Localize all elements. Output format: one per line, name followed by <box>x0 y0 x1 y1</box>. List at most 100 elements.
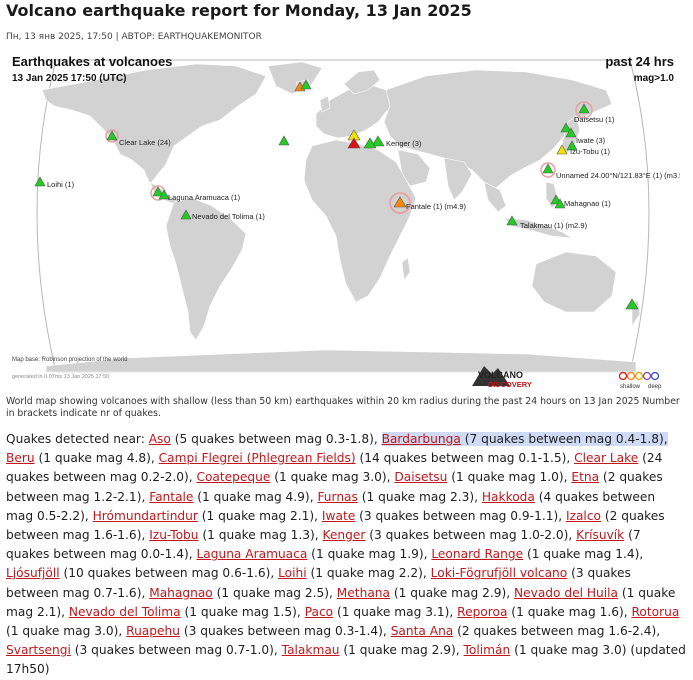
volcano-map[interactable]: Earthquakes at volcanoes 13 Jan 2025 17:… <box>6 50 680 392</box>
land-south-america <box>165 197 247 341</box>
label-loihi: Loihi (1) <box>47 180 75 189</box>
quake-detail: (1 quake mag 1.6), <box>507 604 628 619</box>
volcano-link[interactable]: Etna <box>571 470 600 485</box>
volcano-link[interactable]: Fantale <box>149 489 194 504</box>
quake-item: Iwate (3 quakes between mag 0.9-1.1), <box>322 509 562 523</box>
volcano-link[interactable]: Iwate <box>321 508 356 523</box>
volcano-link[interactable]: Paco <box>304 604 334 619</box>
quake-item: Hrómundartindur (1 quake mag 2.1), <box>93 509 318 523</box>
quake-detail: (4 quakes between mag 0.5-2.2), <box>6 489 656 523</box>
volcano-link[interactable]: Tolimán <box>463 643 511 658</box>
quake-item: Rotorua (1 quake mag 3.0), <box>6 605 679 638</box>
quake-item: Krísuvík (7 quakes between mag 0.0-1.4), <box>6 528 641 561</box>
quake-item: Coatepeque (1 quake mag 3.0), <box>196 470 390 484</box>
logo-mountain-icon <box>472 366 510 386</box>
quake-detail: (3 quakes between mag 1.0-2.0), <box>365 528 573 543</box>
label-iwate: Iwate (3) <box>576 136 606 145</box>
map-svg: Earthquakes at volcanoes 13 Jan 2025 17:… <box>12 54 680 390</box>
volcano-link[interactable]: Nevado del Huila <box>514 585 619 600</box>
loihi-marker[interactable] <box>34 176 46 187</box>
iwate-marker[interactable] <box>565 127 577 138</box>
philippines-marker-2[interactable] <box>554 198 566 209</box>
volcano-link[interactable]: Reporoa <box>457 604 508 619</box>
quake-detail: (1 quake mag 2.1), <box>197 508 319 523</box>
volcano-link[interactable]: Laguna Aramuaca <box>196 547 308 562</box>
kenger-marker[interactable] <box>371 135 385 147</box>
volcano-link[interactable]: Hrómundartindur <box>92 508 198 523</box>
nz-marker[interactable] <box>625 298 639 310</box>
quake-intro: Quakes detected near: <box>6 432 145 446</box>
talakmau-marker[interactable] <box>506 215 518 226</box>
quake-item: Reporoa (1 quake mag 1.6), <box>457 605 627 619</box>
legend-dot-1 <box>618 371 628 381</box>
unnamed-marker[interactable] <box>542 163 554 174</box>
volcano-link[interactable]: Campi Flegrei (Phlegrean Fields) <box>158 451 356 466</box>
clear-lake-marker[interactable] <box>106 130 118 141</box>
volcano-link[interactable]: Coatepeque <box>196 470 271 485</box>
quake-list: Quakes detected near: Aso (5 quakes betw… <box>6 430 686 680</box>
volcano-link[interactable]: Svartsengi <box>6 643 71 658</box>
map-period: past 24 hrs <box>605 54 674 69</box>
label-clear-lake: Clear Lake (24) <box>119 138 171 147</box>
volcano-link[interactable]: Bardarbunga <box>381 432 461 446</box>
volcano-link[interactable]: Talakmau <box>281 643 340 658</box>
volcano-link[interactable]: Beru <box>6 451 35 466</box>
quake-item: Paco (1 quake mag 3.1), <box>305 605 454 619</box>
quake-item: Nevado del Huila (1 quake mag 2.1), <box>6 586 675 619</box>
izu-tobu-marker[interactable] <box>556 144 568 155</box>
quake-item: Mahagnao (1 quake mag 2.5), <box>149 586 333 600</box>
furnas-marker[interactable] <box>278 135 290 146</box>
quake-item: Hakkoda (4 quakes between mag 0.5-2.2), <box>6 490 655 523</box>
aso-marker[interactable] <box>566 140 578 151</box>
land-scandinavia <box>343 69 381 95</box>
volcano-link[interactable]: Izu-Tobu <box>149 528 199 543</box>
quake-item: Loihi (1 quake mag 2.2), <box>278 566 427 580</box>
volcano-link[interactable]: Daisetsu <box>394 470 448 485</box>
methana-marker[interactable] <box>363 137 377 149</box>
quake-item: Clear Lake (24 quakes between mag 0.2-2.… <box>6 451 662 484</box>
legend-shallow: shallow <box>620 384 641 390</box>
quake-item: Etna (2 quakes between mag 1.2-2.1), <box>6 470 663 503</box>
byline: Пн, 13 янв 2025, 17:50 | АВТОР: EARTHQUA… <box>6 32 262 42</box>
quake-detail: (1 quake mag 1.9), <box>307 547 428 562</box>
volcano-link[interactable]: Kenger <box>322 528 366 543</box>
daisetsu-ring <box>575 101 593 119</box>
land-uk <box>319 95 331 113</box>
tolima-marker[interactable] <box>180 209 192 220</box>
quake-detail: (2 quakes between mag 1.2-2.1), <box>6 470 663 504</box>
quake-detail: (1 quake mag 2.2), <box>306 566 427 581</box>
volcano-link[interactable]: Ruapehu <box>126 624 180 639</box>
volcano-link[interactable]: Izalco <box>565 508 601 523</box>
quake-detail: (5 quakes between mag 0.3-1.8), <box>170 432 378 446</box>
quake-detail: (1 quake mag 1.0), <box>447 470 568 485</box>
volcano-link[interactable]: Loihi <box>278 566 307 581</box>
quake-detail: (1 quake mag 3.0), <box>270 470 391 485</box>
hakkoda-marker[interactable] <box>560 122 572 133</box>
iceland-marker-2[interactable] <box>300 79 312 90</box>
fantale-marker[interactable] <box>393 196 407 208</box>
volcano-link[interactable]: Aso <box>148 432 171 446</box>
volcano-link[interactable]: Hakkoda <box>481 489 535 504</box>
volcano-link[interactable]: Krísuvík <box>576 528 625 543</box>
volcano-link[interactable]: Leonard Range <box>431 547 524 562</box>
volcano-link[interactable]: Rotorua <box>631 604 680 619</box>
volcano-discovery-logo[interactable]: VOLCANO DISCOVERY <box>472 366 532 389</box>
daisetsu-marker[interactable] <box>578 103 590 114</box>
legend-dot-4 <box>642 371 652 381</box>
volcano-link[interactable]: Santa Ana <box>390 624 454 639</box>
volcano-link[interactable]: Mahagnao <box>149 585 213 600</box>
quake-item: Ljósufjöll (10 quakes between mag 0.6-1.… <box>6 566 274 580</box>
generated-note: generated in 0.07ms 13 Jan 2025 17:50 <box>12 374 109 380</box>
volcano-link[interactable]: Methana <box>336 585 390 600</box>
label-kenger: Kenger (3) <box>386 139 422 148</box>
laguna-marker[interactable] <box>152 186 164 197</box>
volcano-link[interactable]: Clear Lake <box>574 451 639 466</box>
quake-detail: (2 quakes between mag 1.6-1.6), <box>6 508 665 543</box>
volcano-link[interactable]: Nevado del Tolima <box>68 604 181 619</box>
land-australia <box>531 251 617 313</box>
volcano-link[interactable]: Loki-Fögrufjöll volcano <box>430 566 568 581</box>
izalco-marker[interactable] <box>158 189 170 200</box>
volcano-link[interactable]: Furnas <box>317 489 358 504</box>
volcano-link[interactable]: Ljósufjöll <box>6 566 60 581</box>
etna-marker[interactable] <box>347 137 361 149</box>
